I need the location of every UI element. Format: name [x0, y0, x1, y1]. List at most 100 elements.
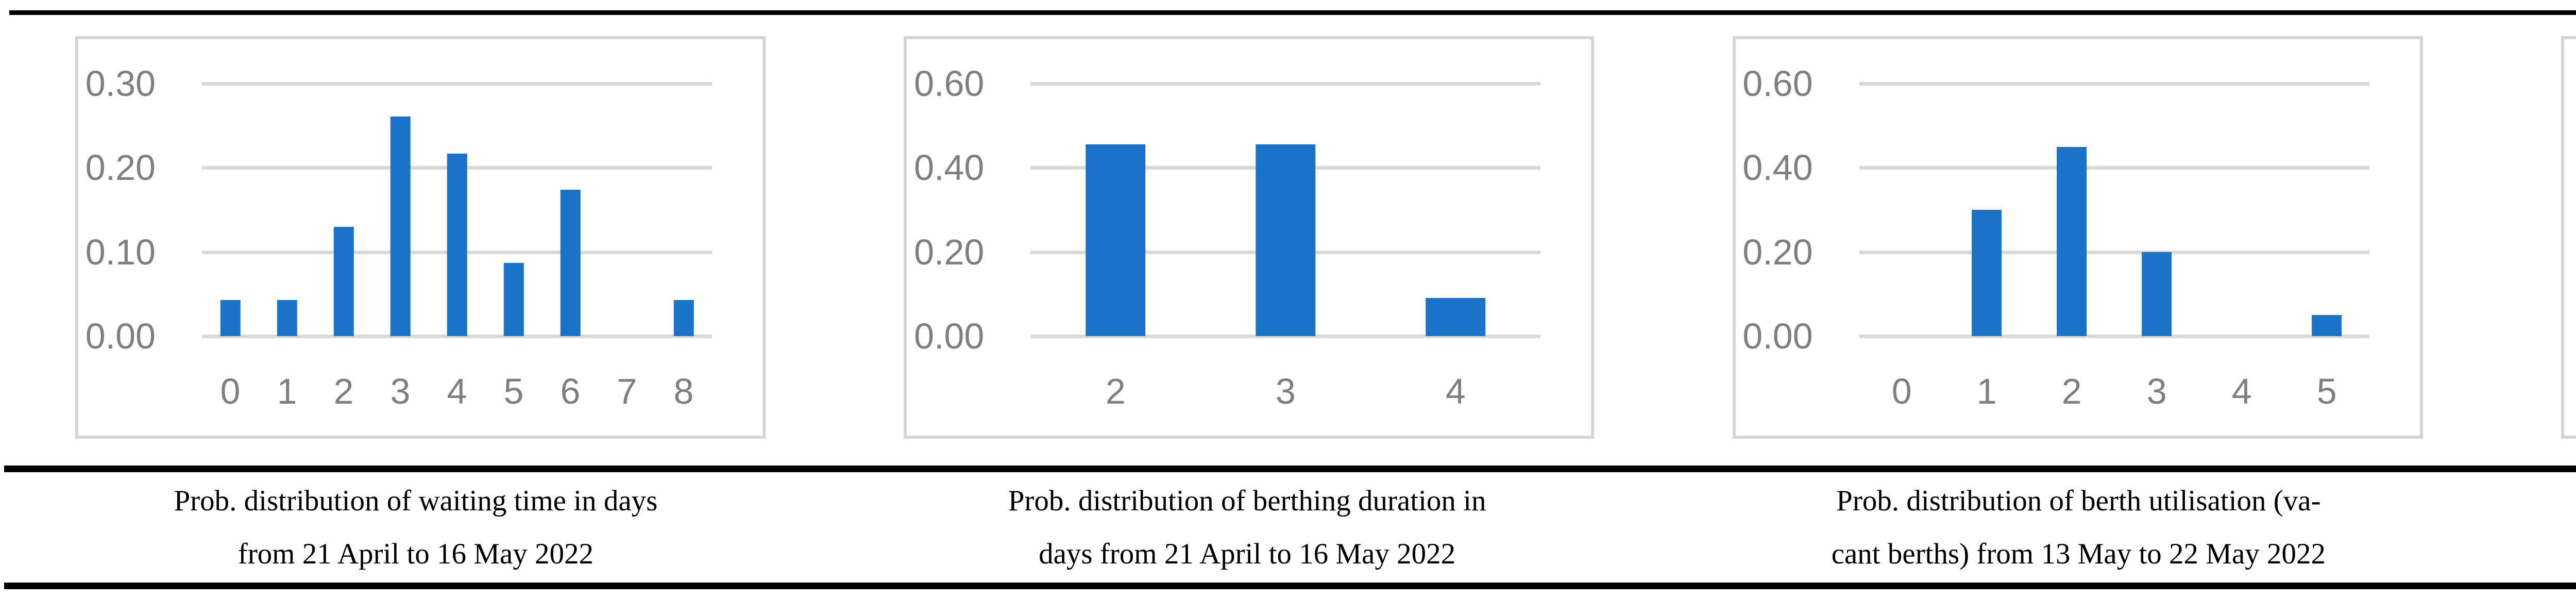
bar-slot	[1370, 84, 1540, 336]
x-tick-label: 0	[220, 371, 241, 411]
bar-slot	[2114, 84, 2199, 336]
y-axis-tick-labels: 0.30 0.20 0.10 0.00	[78, 65, 156, 354]
y-tick-label: 0	[2564, 318, 2576, 354]
bar	[503, 262, 524, 336]
bar-slot	[202, 84, 259, 336]
captions-row: Prob. distribution of waiting time in da…	[0, 474, 2576, 580]
y-tick-label: 0.10	[85, 231, 156, 272]
y-tick-label: 0.20	[914, 231, 985, 272]
bar	[2142, 252, 2172, 336]
y-tick-label: 0.6	[2564, 65, 2576, 102]
plot-area	[1030, 82, 1541, 338]
x-tick-label: 3	[2146, 371, 2167, 411]
y-tick-label: 0.60	[1742, 63, 1813, 104]
bar-slot	[1030, 84, 1200, 336]
x-tick-label: 0	[1891, 371, 1912, 411]
bar-slot	[542, 84, 599, 336]
x-tick-label: 1	[277, 371, 297, 411]
bar	[2057, 146, 2087, 336]
y-axis-tick-labels: 0.60 0.40 0.20 0.00	[1736, 65, 1813, 354]
caption-line: days from 21 April to 16 May 2022	[1039, 538, 1456, 570]
bar	[560, 189, 581, 336]
gridline	[1859, 250, 2369, 254]
top-rule	[9, 10, 2576, 15]
y-tick-label: 0.40	[1742, 147, 1813, 188]
x-axis-tick-labels: 2 3 4	[1030, 372, 1540, 411]
x-tick-label: 6	[560, 371, 581, 411]
x-tick-label: 4	[447, 371, 467, 411]
bar-slot	[485, 84, 542, 336]
x-axis-tick-labels: 0 1 2 3 4 5	[1859, 372, 2369, 411]
caption-line: Prob. distribution of waiting time in da…	[174, 485, 658, 517]
y-tick-label: 0.40	[914, 147, 985, 188]
bar-slot	[315, 84, 372, 336]
middle-rule	[4, 466, 2576, 472]
bar-slot	[372, 84, 429, 336]
bar-slot	[1859, 84, 1944, 336]
bar	[333, 226, 354, 336]
bar	[1086, 144, 1146, 336]
bar-slot	[2029, 84, 2114, 336]
chart-caption-yard-duration: Prob. distribution of yard duration on a…	[2494, 474, 2576, 580]
bar	[2312, 315, 2342, 336]
bar	[277, 300, 297, 336]
chart-caption-berth-utilisation: Prob. distribution of berth utilisation …	[1663, 474, 2495, 580]
gridline	[1030, 82, 1541, 86]
bar-slot	[1944, 84, 2029, 336]
y-tick-label: 0.30	[85, 63, 156, 104]
x-tick-label: 8	[673, 371, 694, 411]
caption-line: average basis	[2494, 527, 2576, 580]
y-tick-label: 0.00	[1742, 316, 1813, 356]
x-tick-label: 2	[1105, 371, 1126, 411]
caption-line: Prob. distribution of yard duration on a…	[2494, 474, 2576, 527]
x-tick-label: 3	[390, 371, 411, 411]
bar	[1426, 297, 1486, 336]
chart-caption-waiting-time: Prob. distribution of waiting time in da…	[0, 474, 832, 580]
x-tick-label: 3	[1275, 371, 1296, 411]
chart-panel-berthing-duration: 0.60 0.40 0.20 0.00 2 3 4	[904, 36, 1595, 439]
y-tick-label: 0.00	[85, 316, 156, 356]
bottom-rule	[4, 583, 2576, 589]
bar-slot	[1200, 84, 1370, 336]
bar-slot	[2284, 84, 2369, 336]
bar-slot	[2199, 84, 2284, 336]
y-axis-tick-labels: 0.60 0.40 0.20 0.00	[907, 65, 985, 354]
plot-area	[202, 82, 712, 338]
gridline	[202, 82, 712, 86]
gridline	[1859, 335, 2369, 338]
bar	[447, 153, 467, 336]
chart-panel-berth-utilisation: 0.60 0.40 0.20 0.00 0 1 2 3 4 5	[1732, 36, 2423, 439]
plot-area	[1859, 82, 2369, 338]
caption-line: Prob. distribution of berth utilisation …	[1836, 485, 2321, 517]
gridline	[1859, 166, 2369, 170]
y-tick-label: 0.2	[2564, 234, 2576, 270]
x-tick-label: 5	[2316, 371, 2337, 411]
chart-panel-yard-duration: 0.60.40.20 4710	[2561, 36, 2576, 439]
y-tick-label: 0.20	[85, 147, 156, 188]
bar-slot	[429, 84, 485, 336]
caption-line: from 21 April to 16 May 2022	[238, 538, 594, 570]
gridline	[202, 335, 712, 338]
gridline	[1859, 82, 2369, 86]
bar-slot	[259, 84, 315, 336]
bar-slot	[599, 84, 655, 336]
chart-caption-berthing-duration: Prob. distribution of berthing duration …	[832, 474, 1663, 580]
x-tick-label: 2	[333, 371, 354, 411]
y-axis-tick-labels: 0.60.40.20	[2564, 84, 2576, 336]
x-tick-label: 1	[1976, 371, 1997, 411]
bars	[202, 84, 712, 336]
bar	[390, 116, 411, 336]
x-tick-label: 4	[1445, 371, 1466, 411]
x-tick-label: 7	[617, 371, 637, 411]
y-tick-label: 0.4	[2564, 150, 2576, 186]
y-tick-label: 0.00	[914, 316, 985, 356]
gridlines	[1859, 82, 2369, 338]
bar	[1972, 210, 2002, 336]
gridline	[1030, 335, 1541, 338]
y-tick-label: 0.20	[1742, 231, 1813, 272]
bar	[220, 300, 241, 336]
y-tick-label: 0.60	[914, 63, 985, 104]
x-tick-label: 4	[2231, 371, 2252, 411]
